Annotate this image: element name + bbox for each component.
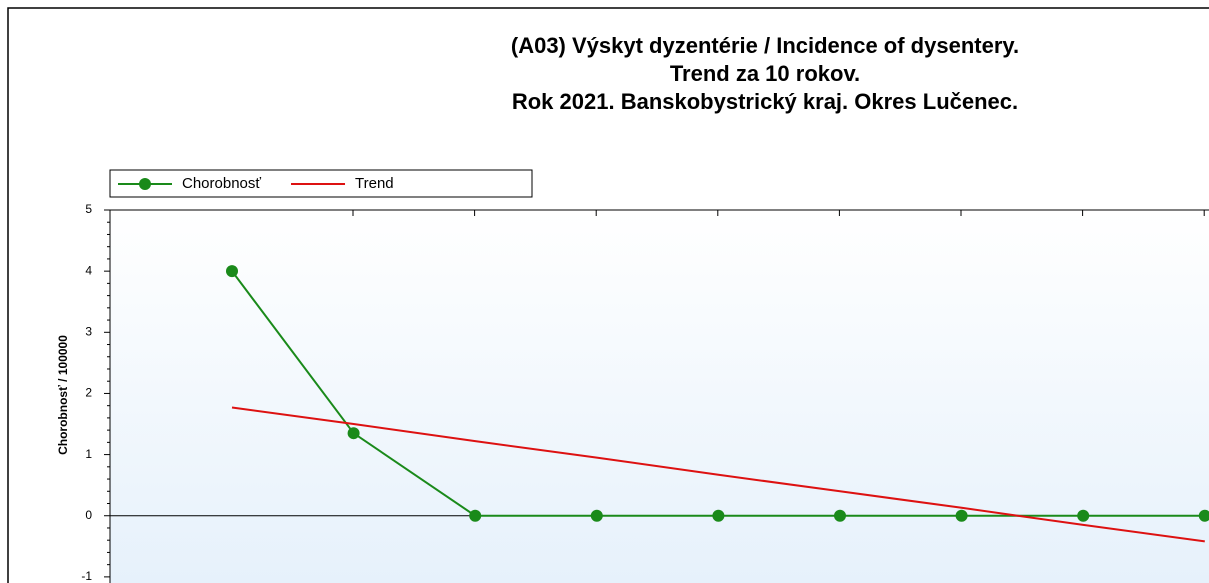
series-line <box>231 406 1205 543</box>
y-tick-label: 1 <box>85 447 92 461</box>
point <box>469 509 482 522</box>
legend-label: Trend <box>355 175 394 192</box>
y-tick-label: 0 <box>85 508 92 522</box>
point <box>955 509 968 522</box>
chart-title: Rok 2021. Banskobystrický kraj. Okres Lu… <box>512 89 1018 114</box>
y-tick-label: 2 <box>85 386 92 400</box>
y-tick-label: -1 <box>81 569 92 583</box>
point <box>834 509 846 522</box>
point <box>590 509 603 522</box>
chart-title: (A03) Výskyt dyzentérie / Incidence of d… <box>511 33 1019 58</box>
y-tick-label: 4 <box>85 263 92 277</box>
point <box>1198 509 1209 522</box>
y-tick-label: 3 <box>85 324 92 338</box>
legend-marker <box>139 178 151 190</box>
frame <box>7 7 1209 583</box>
point <box>347 427 360 440</box>
y-axis-label: Chorobnosť / 100000 <box>56 335 70 455</box>
legend-label: Chorobnosť <box>182 175 261 192</box>
point <box>1077 509 1090 522</box>
plot-area <box>110 210 1209 583</box>
point <box>226 265 238 278</box>
chart-title: Trend za 10 rokov. <box>670 61 860 86</box>
y-tick-label: 5 <box>85 202 92 216</box>
point <box>712 509 725 522</box>
